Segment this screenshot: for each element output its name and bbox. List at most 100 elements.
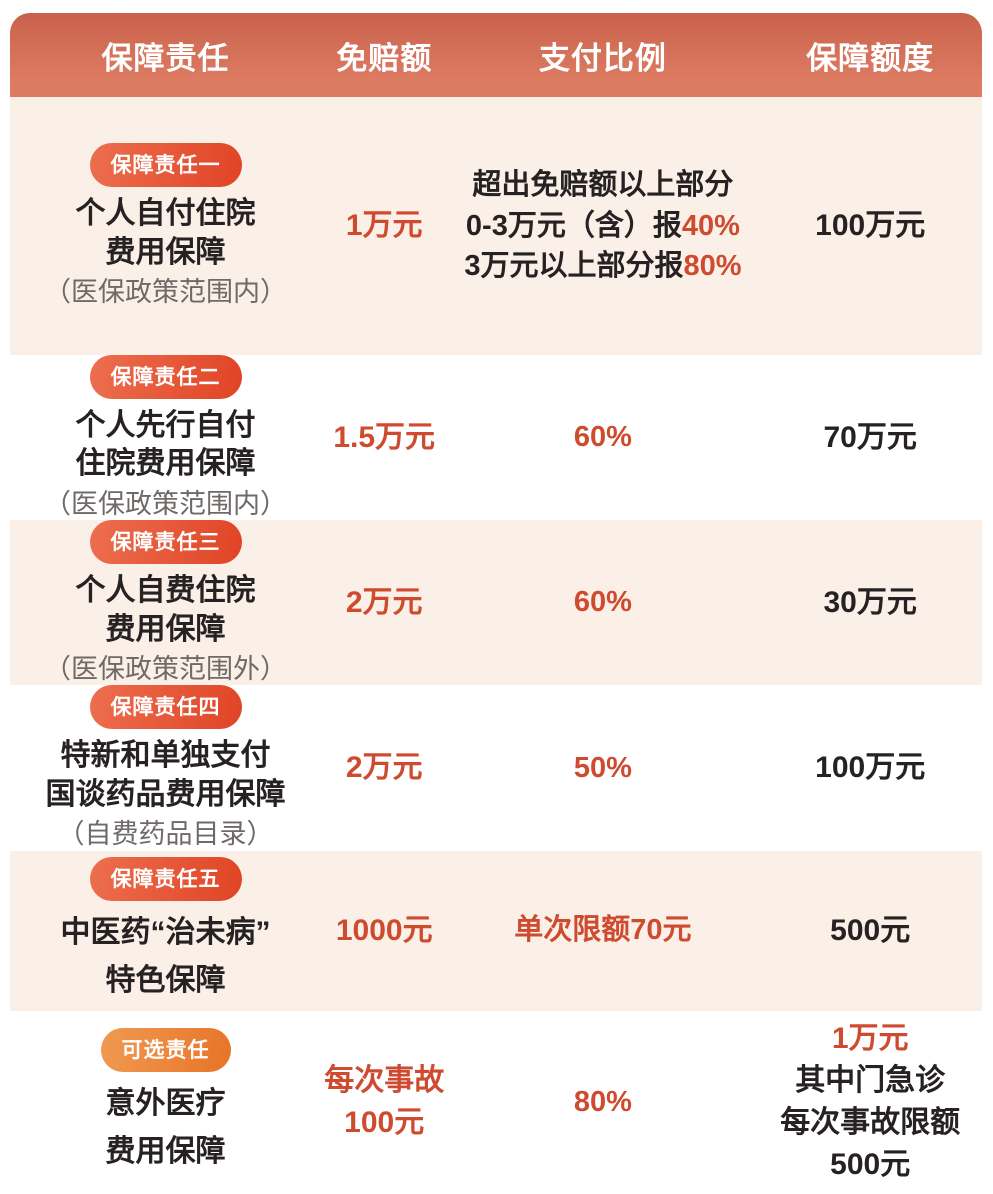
payment-ratio-value: 60%: [447, 417, 758, 458]
coverage-line-segment: 1万元: [831, 1022, 909, 1056]
payment-ratio-value: 超出免赔额以上部分 0-3万元（含）报40% 3万元以上部分报80%: [447, 165, 758, 287]
coverage-line: 其中门急诊: [758, 1060, 982, 1102]
table-row: 保障责任二 个人先行自付 住院费用保障 （医保政策范围内） 1.5万元 60% 7…: [10, 355, 982, 520]
liability-cell: 可选责任 意外医疗 费用保障: [10, 1028, 321, 1176]
coverage-amount-value: 100万元: [758, 747, 982, 789]
deductible-value: 每次事故 100元: [321, 1060, 447, 1144]
liability-cell: 保障责任四 特新和单独支付 国谈药品费用保障 （自费药品目录）: [10, 685, 321, 850]
liability-cell: 保障责任二 个人先行自付 住院费用保障 （医保政策范围内）: [10, 355, 321, 520]
title-line: 费用保障: [105, 235, 226, 269]
deductible-line: 2万元: [345, 585, 423, 619]
ratio-line: 80%: [447, 1082, 758, 1123]
liability-badge: 可选责任: [100, 1028, 231, 1073]
ratio-line: 60%: [447, 417, 758, 458]
liability-badge: 保障责任五: [89, 856, 242, 901]
deductible-line: 1万元: [345, 209, 423, 242]
liability-subtitle: （医保政策范围内）: [44, 488, 288, 519]
coverage-amount-value: 500元: [758, 910, 982, 952]
ratio-line-segment: 3万元以上部分报: [464, 250, 684, 283]
liability-subtitle: （医保政策范围外）: [44, 653, 288, 684]
coverage-amount-value: 30万元: [758, 582, 982, 624]
coverage-line-segment: 其中门急诊: [795, 1064, 946, 1098]
coverage-amount-value: 100万元: [758, 205, 982, 247]
table-row: 保障责任四 特新和单独支付 国谈药品费用保障 （自费药品目录） 2万元 50% 1…: [10, 685, 982, 850]
deductible-line: 100元: [344, 1106, 425, 1140]
ratio-line: 超出免赔额以上部分: [447, 165, 758, 206]
title-line: 特新和单独支付: [60, 739, 271, 773]
title-line: 费用保障: [105, 1135, 226, 1169]
liability-cell: 保障责任三 个人自费住院 费用保障 （医保政策范围外）: [10, 520, 321, 685]
liability-title: 中医药“治未病” 特色保障: [61, 909, 271, 1005]
coverage-line: 30万元: [758, 582, 982, 624]
ratio-line-segment: 40%: [681, 209, 740, 242]
table-row: 可选责任 意外医疗 费用保障 每次事故 100元 80% 1万元其中门急诊每次事故限…: [10, 1011, 982, 1194]
title-line: 特色保障: [105, 963, 226, 997]
ratio-line-segment: 60%: [573, 421, 632, 454]
coverage-line: 70万元: [758, 417, 982, 459]
title-line: 费用保障: [105, 612, 226, 646]
ratio-line: 50%: [447, 748, 758, 789]
title-line: 中医药“治未病”: [60, 915, 271, 949]
coverage-line: 100万元: [758, 747, 982, 789]
coverage-amount-value: 70万元: [758, 417, 982, 459]
payment-ratio-value: 50%: [447, 748, 758, 789]
liability-badge: 保障责任二: [89, 355, 242, 399]
liability-badge: 保障责任一: [89, 143, 242, 188]
coverage-line: 500元: [758, 910, 982, 952]
liability-title: 个人自付住院 费用保障: [76, 195, 256, 272]
coverage-line: 100万元: [758, 205, 982, 247]
deductible-value: 2万元: [321, 747, 447, 789]
title-line: 住院费用保障: [75, 447, 256, 481]
deductible-line: 2万元: [345, 750, 423, 784]
table-row: 保障责任一 个人自付住院 费用保障 （医保政策范围内） 1万元 超出免赔额以上部分…: [10, 97, 982, 355]
ratio-line-segment: 0-3万元（含）报: [465, 209, 682, 242]
coverage-line-segment: 100万元: [815, 209, 926, 242]
benefits-table: 保障责任 免赔额 支付比例 保障额度 保障责任一 个人自付住院 费用保障 （医保政…: [10, 13, 982, 1194]
liability-badge: 保障责任三: [89, 520, 242, 565]
ratio-line: 3万元以上部分报80%: [447, 246, 758, 287]
title-line: 个人自付住院: [75, 197, 256, 231]
deductible-line: 每次事故: [324, 1064, 445, 1098]
liability-subtitle: （医保政策范围内）: [44, 277, 288, 308]
ratio-line-segment: 超出免赔额以上部分: [472, 169, 734, 202]
liability-title: 特新和单独支付 国谈药品费用保障: [46, 737, 286, 814]
ratio-line-segment: 50%: [573, 751, 632, 784]
title-line: 个人先行自付: [75, 409, 256, 442]
coverage-line-segment: 500元: [830, 1148, 911, 1182]
title-line: 个人自费住院: [75, 574, 256, 608]
ratio-line: 60%: [447, 582, 758, 623]
table-body: 保障责任一 个人自付住院 费用保障 （医保政策范围内） 1万元 超出免赔额以上部分…: [10, 97, 982, 1194]
liability-subtitle: （自费药品目录）: [57, 819, 274, 850]
liability-title: 个人自费住院 费用保障: [76, 572, 256, 649]
deductible-line: 1000元: [335, 913, 433, 947]
table-row: 保障责任三 个人自费住院 费用保障 （医保政策范围外） 2万元 60% 30万元: [10, 520, 982, 686]
column-header-coverage-liability: 保障责任: [101, 40, 230, 76]
column-header-deductible: 免赔额: [336, 40, 433, 76]
deductible-line: 1.5万元: [333, 420, 436, 454]
column-header-payment-ratio: 支付比例: [538, 40, 667, 76]
liability-badge: 保障责任四: [89, 685, 242, 730]
payment-ratio-value: 单次限额70元: [447, 910, 758, 951]
ratio-line-segment: 60%: [573, 586, 632, 619]
liability-cell: 保障责任一 个人自付住院 费用保障 （医保政策范围内）: [10, 143, 321, 308]
coverage-line-segment: 每次事故限额: [780, 1106, 961, 1140]
ratio-line-segment: 80%: [573, 1085, 632, 1118]
liability-cell: 保障责任五 中医药“治未病” 特色保障: [10, 856, 321, 1005]
ratio-line-segment: 80%: [683, 250, 742, 283]
column-header-coverage-amount: 保障额度: [806, 40, 935, 76]
ratio-line-segment: 单次限额70元: [514, 914, 692, 947]
deductible-value: 2万元: [321, 582, 447, 624]
payment-ratio-value: 80%: [447, 1082, 758, 1123]
title-line: 国谈药品费用保障: [45, 777, 286, 811]
deductible-value: 1.5万元: [321, 417, 447, 459]
ratio-line: 单次限额70元: [447, 910, 758, 951]
coverage-line-segment: 500元: [830, 913, 911, 947]
coverage-line-segment: 100万元: [815, 750, 926, 784]
deductible-value: 1万元: [321, 205, 447, 247]
coverage-line-segment: 30万元: [823, 585, 917, 619]
liability-title: 意外医疗 费用保障: [106, 1080, 226, 1176]
deductible-value: 1000元: [321, 910, 447, 952]
coverage-line-segment: 70万元: [823, 420, 917, 454]
coverage-line: 每次事故限额: [758, 1102, 982, 1144]
coverage-amount-value: 1万元其中门急诊每次事故限额 500元: [758, 1018, 982, 1186]
